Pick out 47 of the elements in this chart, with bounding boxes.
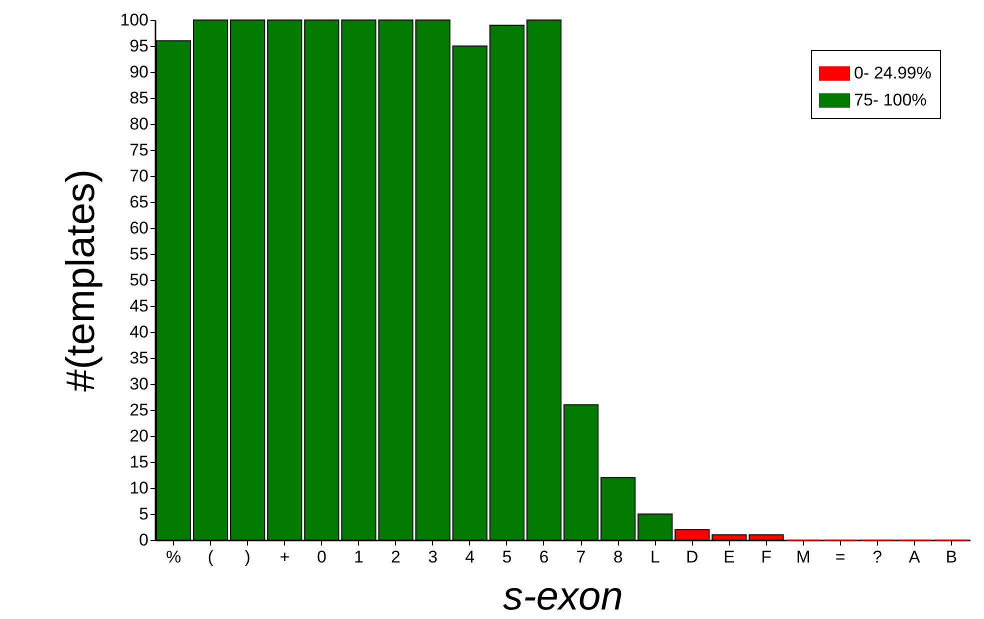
y-tick-label: 60 <box>130 218 148 238</box>
x-tick-label: E <box>724 548 735 566</box>
x-tick-label: 6 <box>539 548 549 566</box>
y-tick-label: 90 <box>130 62 148 82</box>
y-tick-label: 95 <box>130 36 148 56</box>
legend-label: 75- 100% <box>854 90 927 110</box>
y-tick-label: 40 <box>130 322 148 342</box>
x-tick-label: A <box>908 548 921 566</box>
y-tick-label: 10 <box>130 478 148 498</box>
x-tick-label: % <box>166 548 182 566</box>
y-tick-label: 0 <box>139 530 148 550</box>
x-tick-label: L <box>650 548 660 566</box>
y-tick-label: 85 <box>130 88 148 108</box>
y-tick-label: 50 <box>130 270 148 290</box>
y-tick-label: 25 <box>130 400 148 420</box>
y-tick-label: 65 <box>130 192 148 212</box>
y-tick-label: 20 <box>130 426 148 446</box>
x-tick-label: 7 <box>576 548 586 566</box>
x-tick-label: 5 <box>502 548 512 566</box>
x-tick-label: = <box>835 548 846 566</box>
y-tick-label: 55 <box>130 244 148 264</box>
x-axis-title: s-exon <box>502 574 624 618</box>
x-tick-label: F <box>761 548 772 566</box>
y-tick-label: 70 <box>130 166 148 186</box>
y-tick-label: 35 <box>130 348 148 368</box>
x-tick-label: 0 <box>316 548 326 566</box>
x-tick-label: + <box>280 548 290 566</box>
x-tick-label: M <box>796 548 810 566</box>
y-tick-label: 15 <box>130 452 148 472</box>
y-tick-label: 45 <box>130 296 148 316</box>
x-tick-label: 4 <box>465 548 475 566</box>
y-axis-title: #(templates) <box>59 169 104 392</box>
x-tick-label: 1 <box>354 548 364 566</box>
y-tick-label: 80 <box>130 114 148 134</box>
x-tick-label: B <box>946 548 958 566</box>
y-tick-label: 5 <box>139 504 148 524</box>
legend-label: 0- 24.99% <box>854 64 932 82</box>
x-tick-label: 8 <box>613 548 623 566</box>
x-tick-label: 2 <box>391 548 401 566</box>
x-tick-label: D <box>686 548 698 566</box>
y-tick-label: 75 <box>130 140 148 160</box>
x-tick-label: 3 <box>428 548 438 566</box>
x-tick-label: ? <box>872 548 882 566</box>
y-tick-label: 100 <box>120 10 148 30</box>
x-tick-label: ( <box>208 548 214 566</box>
x-tick-label: ) <box>244 548 250 566</box>
y-tick-label: 30 <box>130 374 148 394</box>
